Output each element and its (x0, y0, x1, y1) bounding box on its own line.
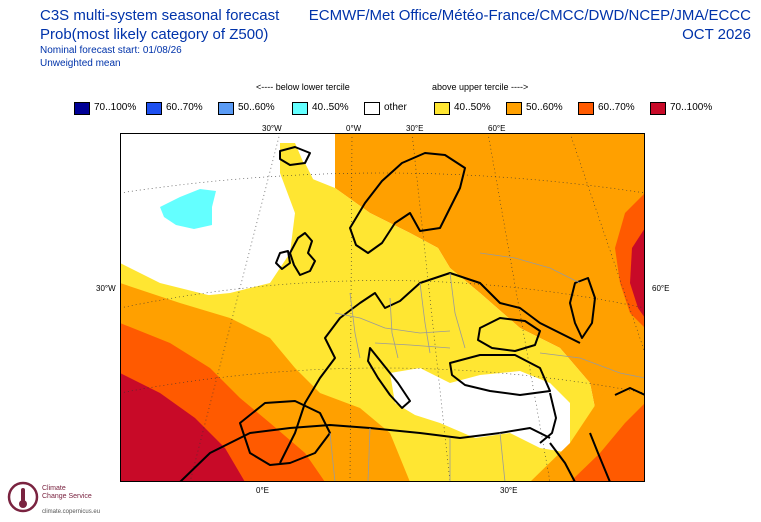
legend-swatch (578, 102, 594, 115)
lon-label-bottom-30e: 30°E (500, 486, 518, 495)
legend-swatch (74, 102, 90, 115)
above-tercile-header: above upper tercile ----> (432, 82, 529, 92)
logo-name-line-2: Change Service (42, 493, 92, 500)
logo-name-line-1: Climate (42, 485, 66, 492)
below-tercile-header: <---- below lower tercile (256, 82, 350, 92)
providers-text: ECMWF/Met Office/Météo-France/CMCC/DWD/N… (308, 7, 751, 24)
legend-swatch (146, 102, 162, 115)
lat-label-left: 30°W (96, 284, 116, 293)
coastlines (179, 146, 645, 482)
forecast-start-text: Nominal forecast start: 01/08/26 (40, 45, 182, 56)
legend-swatch (218, 102, 234, 115)
lon-label-bottom-0e: 0°E (256, 486, 269, 495)
legend-label: 40..50% (454, 102, 491, 113)
prob-area-red-east (630, 228, 645, 318)
legend-label: 70..100% (670, 102, 713, 113)
title-right-block: ECMWF/Met Office/Météo-France/CMCC/DWD/N… (309, 6, 751, 44)
lon-label-30e: 30°E (406, 124, 424, 133)
legend-label: 60..70% (166, 102, 203, 113)
thermometer-icon (7, 481, 39, 513)
lat-label-right: 60°E (652, 284, 670, 293)
legend-swatch (364, 102, 380, 115)
prob-area-cyan-atlantic (160, 189, 216, 229)
legend-swatch (434, 102, 450, 115)
probability-map (120, 133, 645, 482)
prob-area-red-southwest (120, 373, 245, 482)
legend-swatch (506, 102, 522, 115)
valid-month-text: OCT 2026 (682, 26, 751, 43)
legend-label: other (384, 102, 407, 113)
lon-label-30w: 30°W (262, 124, 282, 133)
legend-label: 60..70% (598, 102, 635, 113)
graticule (120, 133, 645, 482)
map-frame (120, 133, 645, 482)
lon-label-60e: 60°E (488, 124, 506, 133)
copernicus-logo: Climate Change Service climate.copernicu… (6, 478, 126, 518)
weighting-text: Unweighted mean (40, 58, 121, 69)
country-borders (329, 252, 645, 482)
legend-swatch (292, 102, 308, 115)
title-line-2: Prob(most likely category of Z500) (40, 26, 269, 43)
lon-label-0w: 0°W (346, 124, 362, 133)
legend-label: 50..60% (238, 102, 275, 113)
legend-swatch (650, 102, 666, 115)
legend-label: 40..50% (312, 102, 349, 113)
prob-area-white-med (390, 368, 570, 453)
title-line-1: C3S multi-system seasonal forecast (40, 7, 280, 24)
title-block: C3S multi-system seasonal forecast Prob(… (40, 6, 279, 70)
logo-url: climate.copernicus.eu (42, 509, 101, 515)
prob-area-orange-north (335, 133, 645, 482)
legend-label: 50..60% (526, 102, 563, 113)
legend-label: 70..100% (94, 102, 137, 113)
prob-area-darkorange-southeast (570, 403, 645, 482)
